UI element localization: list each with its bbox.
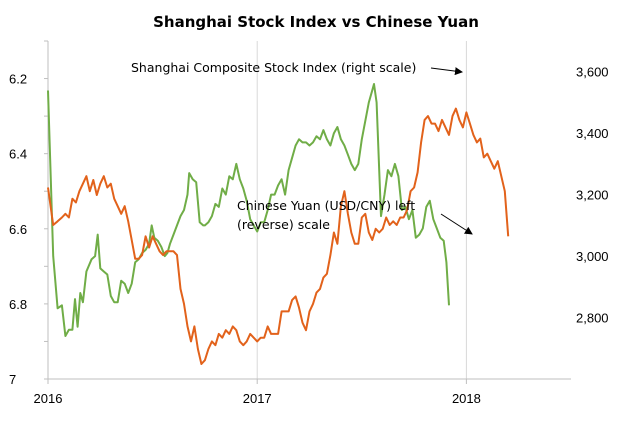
- series-layer: [47, 83, 510, 365]
- x-axis-tick-label: 2018: [452, 391, 481, 406]
- left-axis-tick-label: 6.4: [9, 147, 27, 162]
- right-axis-tick-label: 2,800: [576, 311, 609, 326]
- stock-index-annotation: Shanghai Composite Stock Index (right sc…: [131, 60, 416, 75]
- stock-index-series-line: [47, 83, 450, 337]
- yuan-annotation-line-2: (reverse) scale: [237, 217, 330, 232]
- yuan-arrow: [440, 213, 473, 235]
- right-axis-tick-label: 3,600: [576, 65, 609, 80]
- chart-title: Shanghai Stock Index vs Chinese Yuan: [153, 13, 479, 31]
- left-axis-tick-label: 6.6: [9, 222, 27, 237]
- yuan-series-line: [47, 107, 510, 365]
- right-axis-ticks: 2,800 3,000 3,200 3,400 3,600: [576, 65, 609, 326]
- x-axis-tick-label: 2017: [243, 391, 272, 406]
- x-axis-ticks: 2016 2017 2018: [34, 379, 481, 406]
- left-axis-tick-label: 6.8: [9, 297, 27, 312]
- stock-index-arrow: [430, 67, 463, 76]
- right-axis-tick-label: 3,200: [576, 188, 609, 203]
- right-axis-tick-label: 3,000: [576, 249, 609, 264]
- annotations: Shanghai Composite Stock Index (right sc…: [131, 60, 473, 235]
- right-axis-tick-label: 3,400: [576, 126, 609, 141]
- x-axis-tick-label: 2016: [34, 391, 63, 406]
- left-axis-tick-label: 7: [9, 372, 16, 387]
- grid-lines: [256, 41, 467, 379]
- left-axis-tick-label: 6.2: [9, 72, 27, 87]
- left-axis-ticks: 6.2 6.4 6.6 6.8 7: [9, 40, 48, 387]
- yuan-annotation-line-1: Chinese Yuan (USD/CNY) left: [237, 198, 415, 213]
